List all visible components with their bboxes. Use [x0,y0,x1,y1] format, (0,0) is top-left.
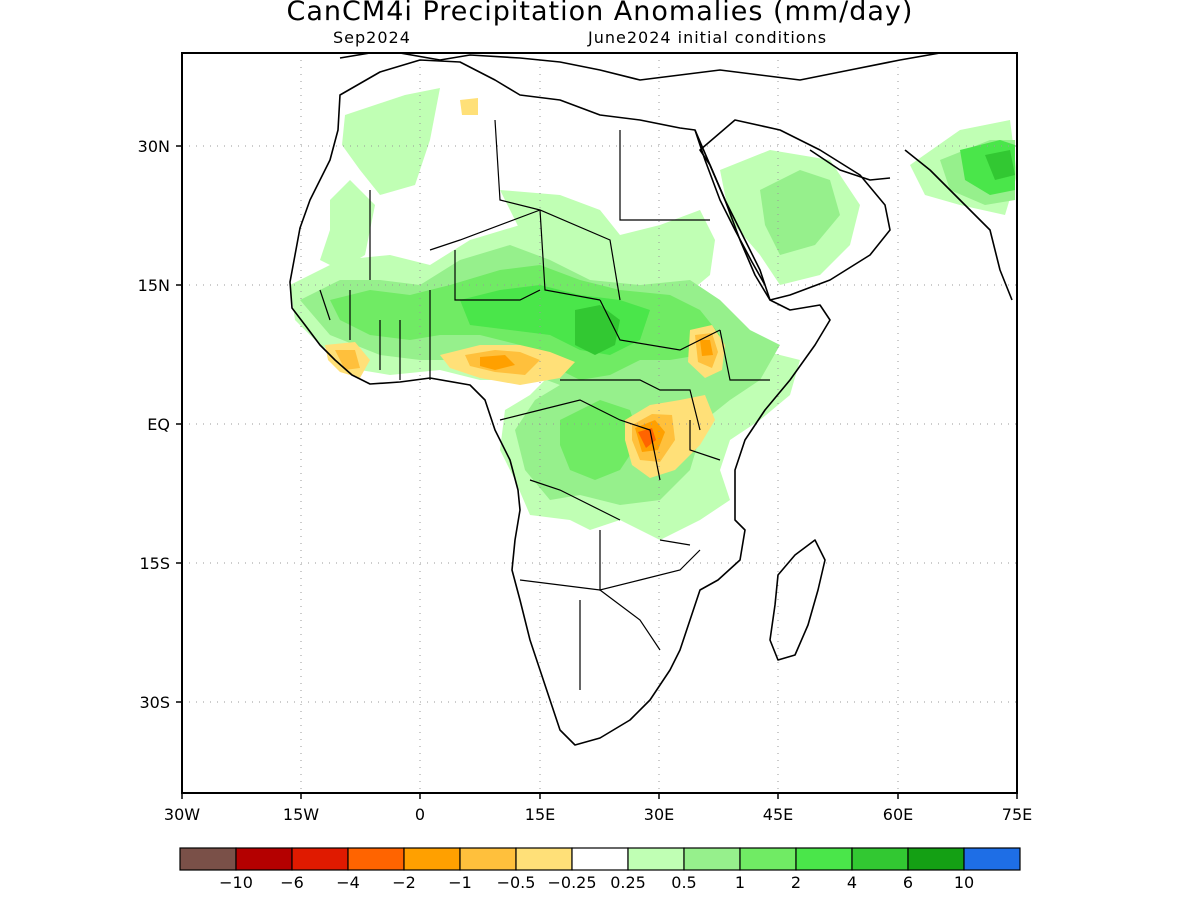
country-borders [319,119,770,690]
colorbar-tick-label: −10 [219,873,253,892]
lon-label-60e: 60E [883,805,913,824]
persian-gulf-coast [809,149,891,181]
lon-label-15e: 15E [525,805,555,824]
colorbar-swatch [963,847,1021,871]
lon-label-30w: 30W [164,805,200,824]
lat-label-eq: EQ [147,415,170,434]
colorbar-swatch [683,847,741,871]
south-asia-coastline [904,149,1013,301]
map-plot-area [182,53,1017,793]
forecast-month: Sep2024 [333,28,411,47]
lon-label-0: 0 [415,805,425,824]
colorbar-swatch [627,847,685,871]
colorbar-swatch [291,847,349,871]
lon-label-45e: 45E [763,805,793,824]
colorbar-swatch [459,847,517,871]
map-title: CanCM4i Precipitation Anomalies (mm/day) [286,0,914,27]
colorbar-tick-label: −6 [280,873,304,892]
colorbar-tick-label: 4 [847,873,857,892]
colorbar-swatch [235,847,293,871]
lon-label-75e: 75E [1002,805,1032,824]
colorbar-swatch [179,847,237,871]
plot-frame [181,52,1018,794]
colorbar-tick-label: 2 [791,873,801,892]
colorbar-swatch [571,847,629,871]
lat-label-15n: 15N [138,276,170,295]
colorbar-tick-label: −0.5 [497,873,536,892]
arabian-peninsula-coastline [699,119,891,301]
colorbar-tick-label: −1 [448,873,472,892]
colorbar-tick-label: 0.5 [671,873,696,892]
colorbar-swatch [907,847,965,871]
lat-label-30s: 30S [139,693,170,712]
madagascar-coastline [769,539,826,661]
colorbar-swatch [515,847,573,871]
lat-label-30n: 30N [138,137,170,156]
axis-ticks [176,145,1018,799]
peak-negative-shading [638,428,656,448]
lon-label-15w: 15W [283,805,319,824]
colorbar-tick-label: −2 [392,873,416,892]
colorbar-legend: −10 −6 −4 −2 −1 −0.5 −0.25 0.25 0.5 1 2 4 6 10 [179,847,1021,892]
lon-label-30e: 30E [644,805,674,824]
colorbar-swatch [739,847,797,871]
initial-conditions-note: June2024 initial conditions [588,28,828,47]
colorbar-swatch [795,847,853,871]
colorbar-tick-label: 10 [954,873,974,892]
lat-label-15s: 15S [139,554,170,573]
colorbar-tick-label: 6 [903,873,913,892]
colorbar-tick-label: 1 [735,873,745,892]
colorbar-swatch [851,847,909,871]
colorbar-tick-label: −0.25 [547,873,596,892]
coastlines [289,53,1013,746]
colorbar-swatch [347,847,405,871]
red-sea-coast [694,129,766,286]
colorbar-tick-label: −4 [336,873,360,892]
colorbar-swatch [403,847,461,871]
africa-coastline [289,59,831,746]
colorbar-tick-label: 0.25 [610,873,646,892]
